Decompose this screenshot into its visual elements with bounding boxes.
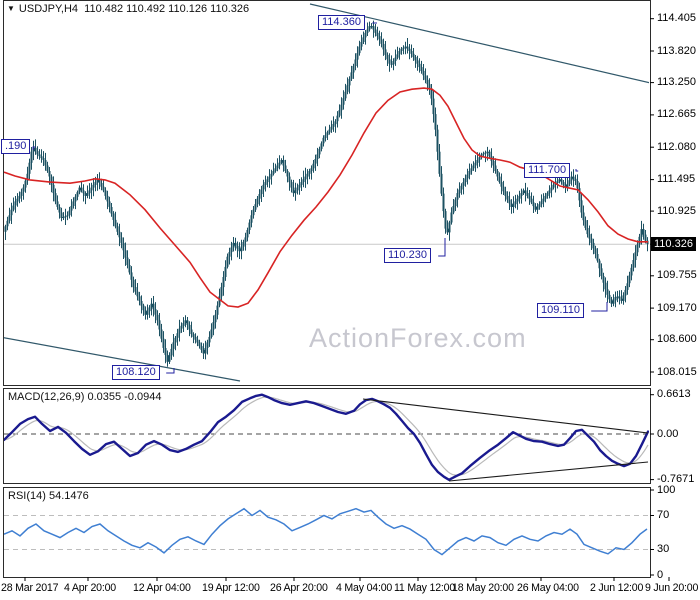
price-axis-label: 114.405 [657,12,696,24]
time-axis-label: 28 Mar 2017 [1,582,59,594]
time-axis-label: 11 May 12:00 [394,582,456,594]
time-axis-label: 2 Jun 12:00 [590,582,644,594]
macd-axis-label: 0.6613 [657,388,691,400]
chart-title: ▼ USDJPY,H4 110.482 110.492 110.126 110.3… [7,3,249,15]
macd-indicator-label: MACD(12,26,9) 0.0355 -0.0944 [8,391,162,403]
price-axis-label: 108.015 [657,366,697,378]
price-level-annotation[interactable]: 108.120 [112,365,160,380]
time-axis-label: 4 Apr 20:00 [64,582,116,594]
time-axis-label: 26 May 04:00 [517,582,579,594]
price-axis-label: 112.080 [657,141,696,153]
time-axis-label: 19 Apr 12:00 [202,582,260,594]
price-axis-label: 109.755 [657,269,697,281]
price-level-annotation[interactable]: 111.700 [524,163,571,178]
macd-axis-label: 0.00 [657,428,679,440]
price-level-annotation[interactable]: 109.110 [537,303,584,318]
time-axis-label: 26 Apr 20:00 [270,582,328,594]
price-axis-label: 113.820 [657,45,696,57]
current-price-tag: 110.326 [651,237,696,251]
price-axis-label: 113.250 [657,76,696,88]
rsi-indicator-label: RSI(14) 54.1476 [8,490,89,502]
price-level-annotation[interactable]: 114.360 [318,15,365,30]
time-axis-label: 18 May 20:00 [452,582,514,594]
time-axis-label: 4 May 04:00 [336,582,393,594]
chevron-down-icon[interactable]: ▼ [7,4,15,13]
macd-axis-label: -0.7671 [657,473,695,485]
rsi-axis-label: 70 [657,509,670,521]
price-axis-label: 110.925 [657,205,696,217]
time-axis-label: 9 Jun 20:00 [645,582,699,594]
rsi-axis-label: 100 [657,484,676,496]
price-axis-label: 112.665 [657,108,696,120]
rsi-axis-label: 0 [657,569,664,581]
price-axis-label: 111.495 [657,173,696,185]
price-level-annotation[interactable]: 110.230 [384,248,431,263]
rsi-axis-label: 30 [657,543,670,555]
price-level-annotation[interactable]: .190 [1,139,31,154]
time-axis-label: 12 Apr 04:00 [133,582,191,594]
title-symbol-period: USDJPY,H4 [18,3,79,15]
price-axis-label: 109.170 [657,302,697,314]
title-ohlc-quote: 110.482 110.492 110.126 110.326 [84,3,250,15]
price-axis-label: 108.600 [657,333,697,345]
actionforex-watermark: ActionForex.com [309,323,527,353]
